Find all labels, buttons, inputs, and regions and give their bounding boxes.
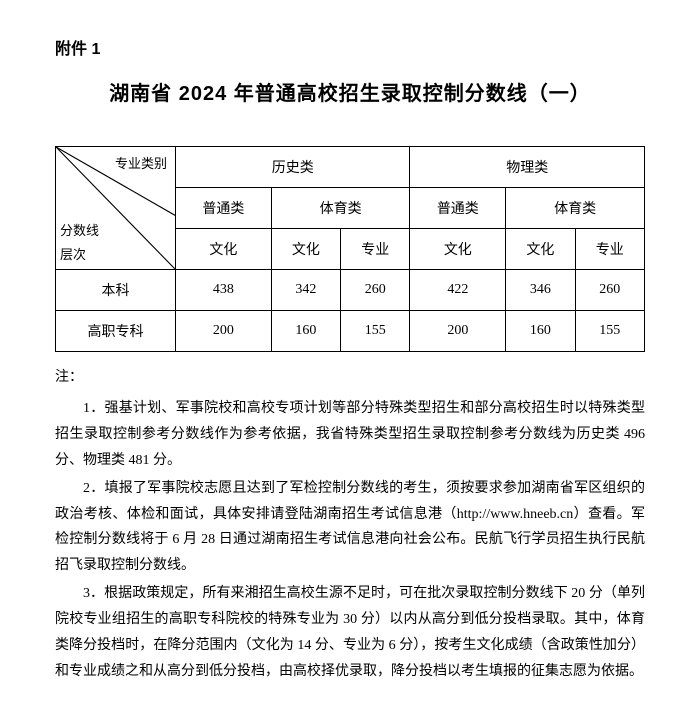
diag-label-bottom: 层次 xyxy=(60,244,86,263)
col-header: 文化 xyxy=(506,229,575,270)
notes-label: 注： xyxy=(55,366,645,386)
note-paragraph: 1．强基计划、军事院校和高校专项计划等部分特殊类型招生和部分高校招生时以特殊类型… xyxy=(55,396,645,474)
group-header-physics: 物理类 xyxy=(410,147,645,188)
sub-header: 普通类 xyxy=(176,188,272,229)
page-title: 湖南省 2024 年普通高校招生录取控制分数线（一） xyxy=(55,77,645,106)
row-label: 本科 xyxy=(56,270,176,311)
cell: 342 xyxy=(271,270,340,311)
col-header: 文化 xyxy=(271,229,340,270)
cell: 200 xyxy=(410,311,506,352)
diagonal-header-cell: 专业类别 分数线 层次 xyxy=(56,147,176,270)
col-header: 专业 xyxy=(341,229,410,270)
sub-header: 体育类 xyxy=(271,188,410,229)
note-paragraph: 3．根据政策规定，所有来湘招生高校生源不足时，可在批次录取控制分数线下 20 分… xyxy=(55,581,645,685)
cell: 200 xyxy=(176,311,272,352)
table-row: 高职专科 200 160 155 200 160 155 xyxy=(56,311,645,352)
row-label: 高职专科 xyxy=(56,311,176,352)
diag-label-mid: 分数线 xyxy=(60,220,99,239)
note-paragraph: 2．填报了军事院校志愿且达到了军检控制分数线的考生，须按要求参加湖南省军区组织的… xyxy=(55,476,645,580)
col-header: 文化 xyxy=(410,229,506,270)
table-header-row-1: 专业类别 分数线 层次 历史类 物理类 xyxy=(56,147,645,188)
cell: 160 xyxy=(506,311,575,352)
sub-header: 普通类 xyxy=(410,188,506,229)
sub-header: 体育类 xyxy=(506,188,645,229)
cell: 346 xyxy=(506,270,575,311)
cell: 260 xyxy=(575,270,644,311)
table-row: 本科 438 342 260 422 346 260 xyxy=(56,270,645,311)
cell: 160 xyxy=(271,311,340,352)
cell: 438 xyxy=(176,270,272,311)
diag-label-top: 专业类别 xyxy=(115,153,167,172)
cell: 260 xyxy=(341,270,410,311)
score-table: 专业类别 分数线 层次 历史类 物理类 普通类 体育类 普通类 体育类 文化 文… xyxy=(55,146,645,352)
cell: 155 xyxy=(575,311,644,352)
group-header-history: 历史类 xyxy=(176,147,410,188)
cell: 155 xyxy=(341,311,410,352)
attachment-label: 附件 1 xyxy=(55,35,645,59)
col-header: 专业 xyxy=(575,229,644,270)
col-header: 文化 xyxy=(176,229,272,270)
cell: 422 xyxy=(410,270,506,311)
